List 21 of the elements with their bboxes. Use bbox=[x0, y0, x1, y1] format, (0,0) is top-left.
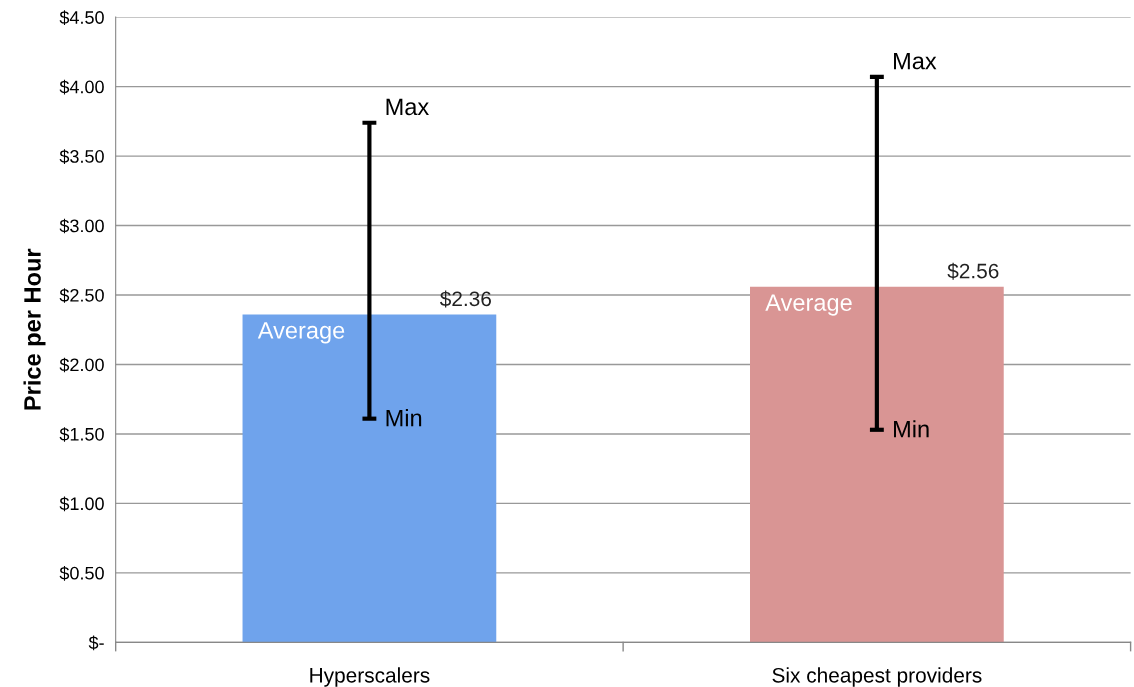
y-tick-label: $1.50 bbox=[59, 427, 104, 442]
x-tick-label: Hyperscalers bbox=[310, 667, 430, 687]
y-tick-label: $3.00 bbox=[59, 218, 104, 234]
y-tick-label: $4.00 bbox=[59, 79, 104, 95]
y-tick-label: $4.50 bbox=[59, 10, 104, 25]
y-tick-label: $0.50 bbox=[59, 566, 104, 581]
y-tick-label: $- bbox=[88, 635, 104, 651]
annotation: Max bbox=[386, 98, 429, 116]
data-label: $2.56 bbox=[947, 262, 999, 280]
annotation: Average bbox=[257, 322, 345, 344]
annotation: Average bbox=[765, 294, 852, 316]
y-tick-label: $2.50 bbox=[59, 288, 104, 303]
y-tick-label: $3.50 bbox=[59, 149, 104, 164]
annotation: Min bbox=[386, 409, 422, 427]
y-axis-title: Price per Hour bbox=[23, 248, 46, 410]
y-tick-label: $2.00 bbox=[59, 357, 104, 373]
annotation: Max bbox=[894, 52, 937, 70]
data-label: $2.36 bbox=[439, 290, 491, 308]
x-tick-label: Six cheapest providers bbox=[772, 667, 982, 687]
y-tick-label: $1.00 bbox=[59, 496, 104, 512]
annotation: Min bbox=[894, 420, 929, 438]
